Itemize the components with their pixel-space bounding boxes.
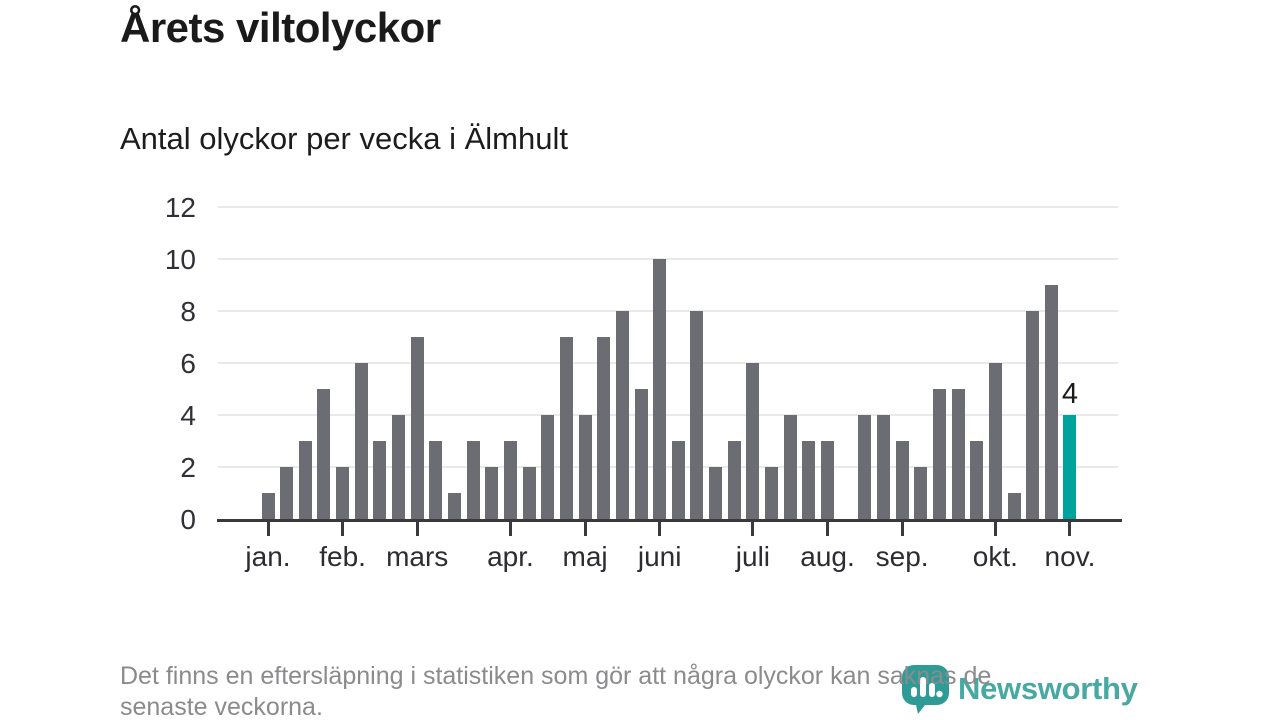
bar-week-19 [597, 337, 611, 519]
bar-week-30 [802, 441, 816, 519]
bar-week-4 [317, 389, 331, 519]
bar-week-41 [1007, 493, 1021, 519]
bar-week-15 [522, 467, 536, 519]
bar-week-14 [503, 441, 517, 519]
x-tick-juni [658, 522, 662, 536]
bar-week-9 [410, 337, 424, 519]
bar-week-11 [448, 493, 461, 519]
y-tick-label-4: 4 [180, 400, 196, 431]
bar-week-2 [280, 467, 294, 519]
bar-week-37 [932, 389, 946, 519]
bar-week-1 [261, 493, 275, 519]
bar-week-17 [559, 337, 573, 519]
footnote: Det finns en eftersläpning i statistiken… [120, 661, 991, 720]
x-tick-apr. [508, 522, 512, 536]
y-tick-label-12: 12 [164, 192, 196, 223]
bar-week-3 [298, 441, 312, 519]
bar-week-26 [727, 441, 741, 519]
x-tick-nov. [1068, 522, 1072, 536]
bar-week-34 [876, 415, 890, 519]
bar-week-13 [485, 467, 499, 519]
footnote-line-1: Det finns en eftersläpning i statistiken… [120, 662, 992, 690]
x-tick-aug. [826, 522, 830, 536]
bar-week-35 [895, 441, 909, 519]
x-tick-feb. [341, 522, 345, 536]
footnote-line-2: senaste veckorna. [120, 693, 323, 720]
x-tick-label-nov.: nov. [1044, 541, 1096, 572]
bar-week-20 [615, 311, 629, 519]
bar-week-33 [858, 415, 872, 519]
y-tick-label-2: 2 [180, 452, 196, 483]
bar-week-16 [541, 415, 555, 519]
x-tick-juli [751, 522, 755, 536]
x-tick-jan. [266, 522, 270, 536]
bar-week-39 [970, 441, 984, 519]
bar-week-8 [392, 415, 406, 519]
x-tick-label-jan.: jan. [245, 541, 291, 572]
y-tick-label-10: 10 [164, 244, 196, 275]
bar-week-36 [914, 467, 928, 519]
page-subtitle: Antal olyckor per vecka i Älmhult [120, 121, 568, 156]
bar-week-12 [466, 441, 480, 519]
x-tick-label-apr.: apr. [487, 541, 534, 572]
bar-week-10 [429, 441, 443, 519]
x-tick-sep. [900, 522, 904, 536]
bar-week-25 [709, 467, 723, 519]
bar-week-42 [1026, 311, 1040, 519]
bar-week-21 [634, 389, 648, 519]
x-tick-okt. [993, 522, 997, 536]
x-tick-label-juni: juni [637, 541, 682, 572]
gridline-y-2 [218, 466, 1118, 468]
bar-week-44 [1063, 415, 1077, 519]
bar-week-22 [653, 259, 667, 519]
gridline-y-12 [218, 206, 1118, 208]
newsworthy-logo: Newsworthy [901, 664, 1138, 714]
bar-week-28 [765, 467, 779, 519]
bar-week-43 [1044, 285, 1058, 519]
gridline-y-8 [218, 310, 1118, 312]
x-tick-mars [415, 522, 419, 536]
bar-week-23 [671, 441, 685, 519]
x-tick-label-juli: juli [735, 541, 771, 572]
bar-week-38 [951, 389, 965, 519]
y-tick-label-0: 0 [180, 504, 196, 535]
newsworthy-wordmark: Newsworthy [958, 671, 1138, 706]
bar-week-29 [783, 415, 797, 519]
bar-week-7 [373, 441, 387, 519]
page-title: Årets viltolyckor [120, 4, 441, 51]
bar-week-31 [821, 441, 835, 519]
gridline-y-6 [218, 362, 1118, 364]
x-tick-label-feb.: feb. [319, 541, 366, 572]
y-tick-label-6: 6 [180, 348, 196, 379]
x-tick-label-mars: mars [386, 541, 449, 572]
gridline-y-4 [218, 414, 1118, 416]
x-tick-maj [583, 522, 587, 536]
x-tick-label-sep.: sep. [875, 541, 929, 572]
x-axis-line [217, 519, 1122, 522]
bar-week-18 [578, 415, 592, 519]
bar-week-6 [354, 363, 368, 519]
gridline-y-10 [218, 258, 1118, 260]
newsworthy-speech-bubble-icon [902, 665, 949, 714]
bar-week-40 [988, 363, 1002, 519]
y-tick-label-8: 8 [180, 296, 196, 327]
highlight-value-label: 4 [1061, 378, 1079, 410]
x-tick-label-okt.: okt. [972, 541, 1018, 572]
bar-week-24 [690, 311, 704, 519]
x-tick-label-aug.: aug. [800, 541, 855, 572]
x-tick-label-maj: maj [562, 541, 608, 572]
bar-week-27 [746, 363, 760, 519]
bar-week-5 [336, 467, 350, 519]
